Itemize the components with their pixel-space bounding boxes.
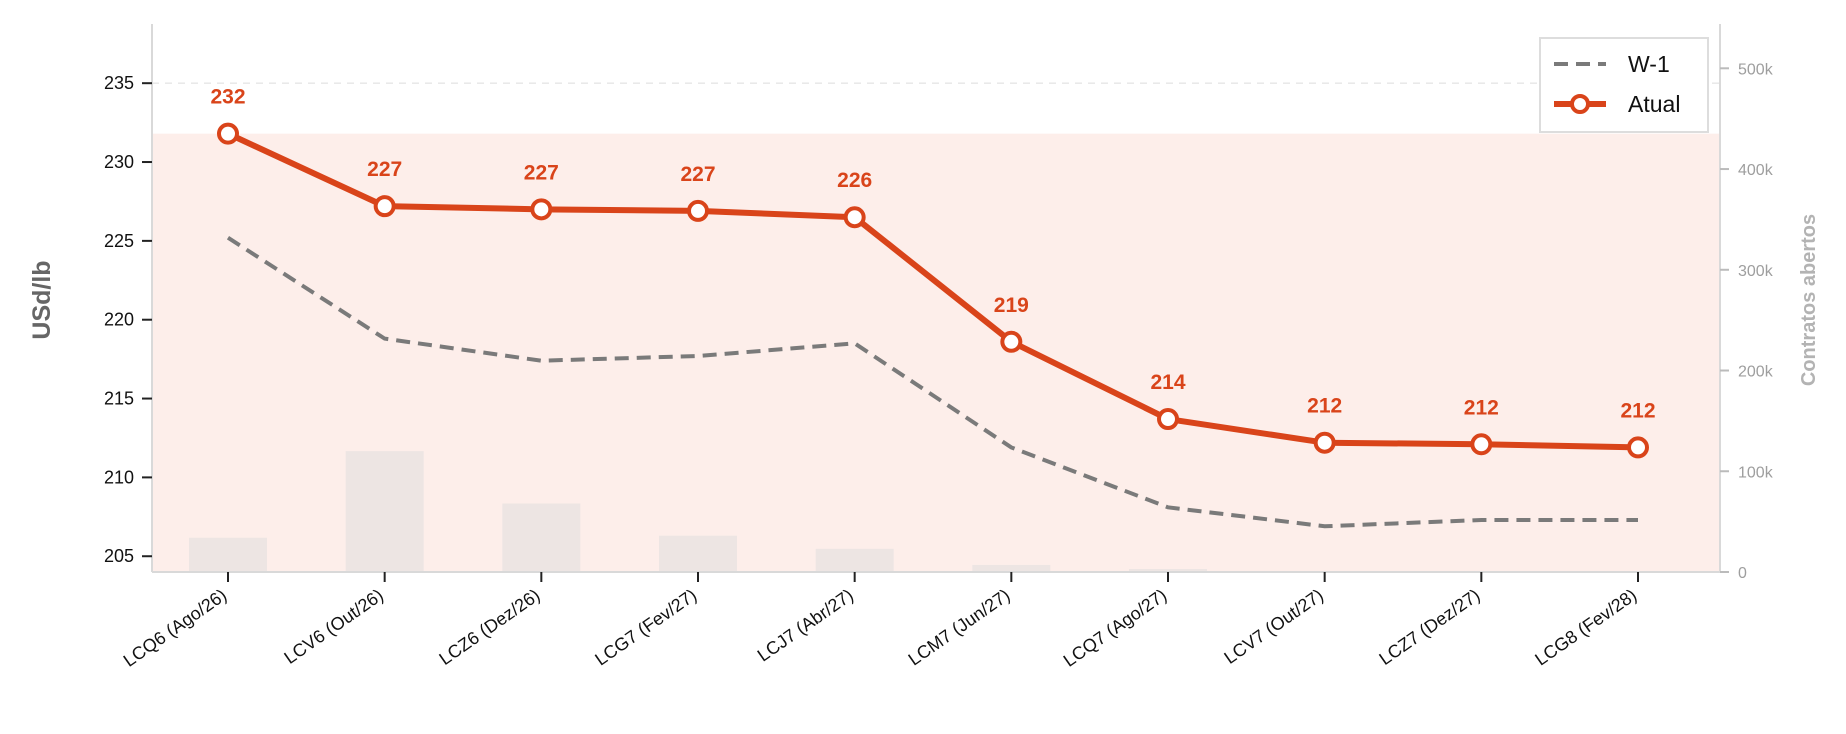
series-point-atual <box>1000 330 1023 353</box>
open-interest-bar <box>345 451 424 572</box>
open-interest-bar <box>972 564 1051 572</box>
x-tick-label: LCJ7 (Abr/27) <box>754 585 857 666</box>
x-tick-label: LCQ6 (Ago/26) <box>120 585 231 671</box>
data-label-atual: 219 <box>994 294 1029 317</box>
y-tick-label: 225 <box>104 231 134 251</box>
y-tick-label: 215 <box>104 389 134 409</box>
y2-axis-title: Contratos abertos <box>1798 214 1820 386</box>
x-tick-label: LCG8 (Fev/28) <box>1531 585 1640 670</box>
y2-tick-label: 200k <box>1738 364 1774 381</box>
open-interest-bar <box>502 503 581 572</box>
series-point-atual <box>1157 408 1179 431</box>
x-tick-label: LCQ7 (Ago/27) <box>1060 585 1171 671</box>
legend: W-1 Atual <box>1539 37 1709 133</box>
series-lines <box>217 122 1649 529</box>
data-label-atual: 212 <box>1620 399 1655 422</box>
open-interest-bar <box>189 537 267 572</box>
data-label-atual: 212 <box>1464 396 1499 419</box>
y2-tick-label: 500k <box>1738 61 1774 78</box>
data-label-atual: 212 <box>1307 395 1342 418</box>
y-axis-title: USd/lb <box>28 260 56 339</box>
x-tick-label: LCV6 (Out/26) <box>280 585 387 668</box>
data-label-atual: 226 <box>837 169 872 192</box>
y-tick-label: 235 <box>104 73 134 93</box>
series-point-atual <box>843 206 866 229</box>
series-point-atual <box>1313 431 1336 454</box>
x-tick-label: LCZ7 (Dez/27) <box>1375 585 1483 669</box>
legend-marker-atual <box>1570 94 1590 114</box>
legend-box <box>1539 37 1709 133</box>
series-point-atual <box>217 122 239 145</box>
legend-label-atual: Atual <box>1628 91 1680 117</box>
y-tick-label: 210 <box>104 467 134 487</box>
data-label-atual: 227 <box>367 158 402 181</box>
series-point-atual <box>1627 436 1649 459</box>
x-tick-label: LCG7 (Fev/27) <box>591 585 700 670</box>
x-tick-label: LCZ6 (Dez/26) <box>435 585 543 669</box>
open-interest-bar <box>815 548 894 572</box>
y-tick-label: 220 <box>104 310 134 330</box>
x-tick-label: LCM7 (Jun/27) <box>905 585 1014 670</box>
series-point-atual <box>1470 433 1493 456</box>
open-interest-bar <box>1129 568 1207 572</box>
y2-tick-label: 100k <box>1738 464 1774 481</box>
data-label-atual: 214 <box>1150 371 1185 394</box>
open-interest-bars <box>189 451 1207 572</box>
y2-tick-label: 400k <box>1738 162 1774 179</box>
data-label-atual: 227 <box>680 163 715 186</box>
series-point-atual <box>530 198 553 221</box>
series-line-w-1 <box>226 236 1638 529</box>
series-line-atual <box>226 130 1639 451</box>
data-labels: 232 227 227 227 226 219 214 212 212 212 <box>210 86 1655 423</box>
y2-tick-label: 300k <box>1738 263 1774 280</box>
data-label-atual: 232 <box>210 86 245 109</box>
open-interest-bar <box>659 535 737 572</box>
y-tick-label: 230 <box>104 152 134 172</box>
y-tick-label: 205 <box>104 546 134 566</box>
y2-tick-label: 0 <box>1738 565 1747 582</box>
data-label-atual: 227 <box>524 161 559 184</box>
series-point-atual <box>373 195 396 218</box>
x-tick-label: LCV7 (Out/27) <box>1220 585 1327 668</box>
legend-label-w-1: W-1 <box>1628 51 1670 77</box>
series-point-atual <box>687 199 709 222</box>
